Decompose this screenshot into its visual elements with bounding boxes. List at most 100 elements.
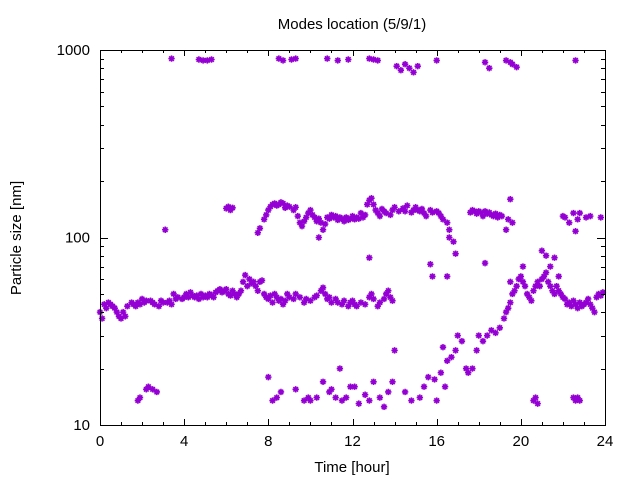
data-point	[359, 214, 367, 221]
data-point	[296, 219, 304, 226]
data-point	[572, 301, 579, 308]
data-point	[547, 263, 554, 270]
data-point	[111, 304, 118, 312]
data-point	[294, 212, 301, 220]
data-point	[454, 332, 461, 339]
data-point	[568, 303, 575, 310]
data-point	[540, 273, 548, 280]
data-point	[502, 226, 510, 233]
data-point	[366, 254, 373, 261]
data-point	[319, 226, 327, 233]
data-point	[519, 263, 527, 270]
data-point	[143, 386, 150, 393]
data-point	[431, 376, 438, 383]
data-point	[513, 63, 520, 71]
data-point	[553, 282, 560, 290]
data-point	[441, 383, 449, 390]
data-point	[286, 294, 293, 301]
data-point	[582, 299, 590, 306]
data-point	[195, 295, 203, 303]
data-point	[462, 365, 470, 372]
data-point	[103, 304, 110, 312]
data-point	[376, 212, 384, 220]
data-point	[328, 299, 335, 306]
data-point	[401, 388, 409, 396]
chart-title: Modes location (5/9/1)	[278, 16, 426, 33]
data-point	[370, 378, 377, 385]
plot-frame	[100, 50, 606, 426]
data-point	[168, 55, 175, 62]
data-point	[587, 301, 594, 308]
data-point	[338, 215, 346, 222]
data-point	[523, 290, 531, 298]
data-point	[345, 303, 352, 310]
data-point	[180, 294, 188, 301]
data-point	[427, 261, 434, 268]
data-point	[342, 394, 350, 401]
data-point	[145, 383, 152, 390]
data-point	[321, 290, 329, 298]
data-point	[349, 212, 356, 220]
x-tick-label: 20	[512, 433, 529, 450]
tick-labels: 0 4 8 12 16 20 24 10 100 1000	[57, 42, 614, 450]
data-point	[338, 301, 346, 308]
data-point	[309, 211, 316, 219]
data-point	[382, 290, 390, 298]
data-point	[284, 290, 291, 298]
data-point	[279, 200, 287, 207]
data-point	[277, 295, 285, 303]
data-point	[355, 215, 363, 222]
data-point	[319, 284, 327, 291]
data-point	[233, 294, 240, 301]
data-point	[532, 282, 539, 290]
data-point	[507, 299, 514, 306]
data-point	[561, 214, 569, 221]
data-point	[385, 388, 392, 396]
data-point	[576, 209, 583, 217]
data-point	[332, 394, 339, 401]
data-point	[336, 365, 344, 372]
data-point	[273, 294, 280, 301]
data-point	[216, 285, 224, 293]
data-point	[492, 329, 499, 337]
data-point	[416, 394, 424, 401]
data-point	[208, 56, 215, 63]
data-point	[391, 204, 398, 211]
data-point	[465, 369, 472, 376]
data-point	[439, 343, 447, 351]
x-tick-label: 24	[597, 433, 614, 450]
data-point	[307, 206, 314, 214]
data-point	[254, 287, 262, 294]
data-point	[338, 397, 346, 404]
data-point	[547, 282, 554, 290]
data-point	[494, 214, 501, 221]
data-point	[507, 196, 514, 203]
data-point	[374, 209, 381, 217]
data-point	[530, 397, 537, 404]
data-point	[342, 214, 350, 221]
data-point	[252, 282, 259, 290]
data-point	[231, 290, 238, 298]
data-point	[265, 206, 272, 214]
data-point	[450, 238, 457, 245]
data-point	[117, 315, 125, 322]
data-point	[397, 67, 405, 74]
data-point	[340, 297, 348, 304]
data-point	[279, 57, 287, 64]
data-point	[237, 287, 245, 294]
x-tick-label: 16	[428, 433, 445, 450]
data-point	[382, 209, 390, 217]
data-point	[591, 308, 598, 316]
data-point	[292, 204, 299, 211]
x-tick-label: 4	[180, 433, 188, 450]
data-point	[153, 388, 161, 396]
data-point	[300, 299, 308, 306]
data-point	[597, 214, 604, 221]
data-point	[515, 275, 522, 283]
data-point	[357, 209, 365, 217]
data-point	[124, 303, 131, 310]
x-tick-label: 8	[264, 433, 272, 450]
data-point	[334, 299, 341, 306]
data-point	[113, 308, 121, 316]
data-point	[534, 278, 541, 286]
